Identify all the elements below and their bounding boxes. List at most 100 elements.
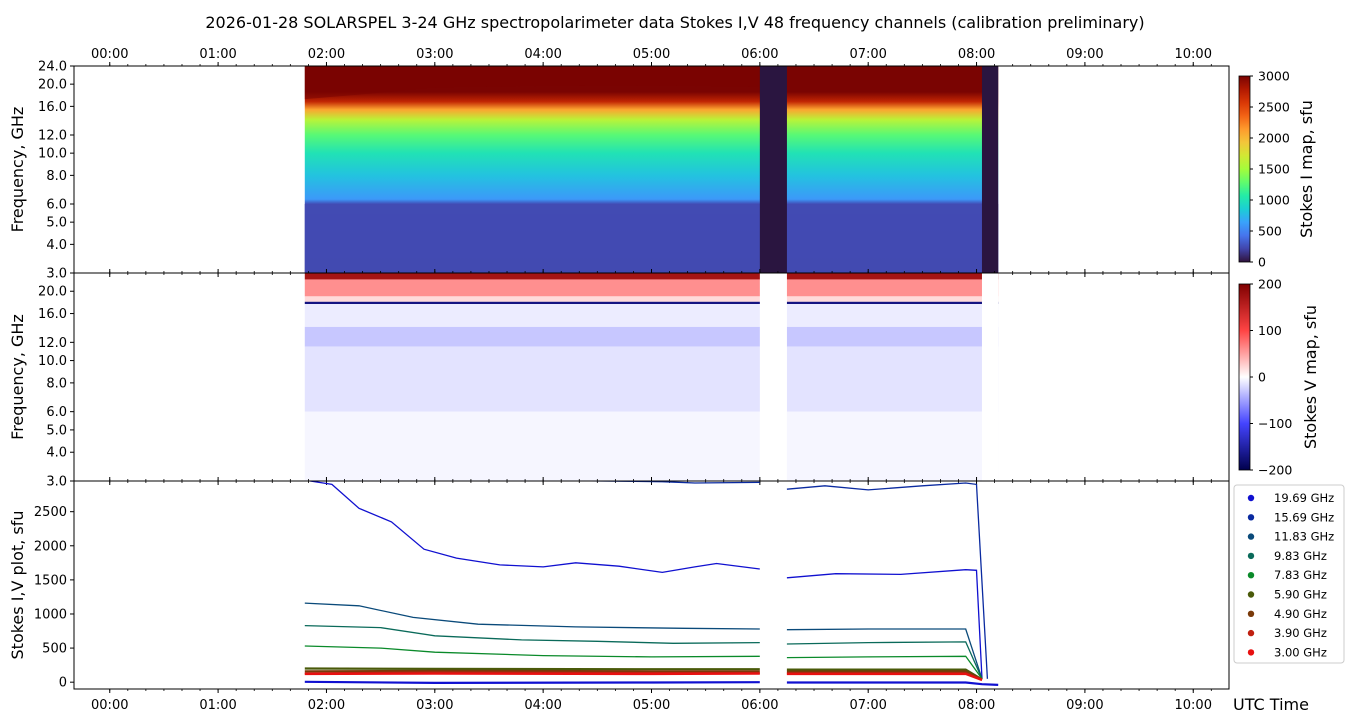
colorbar-tick-label: 0: [1258, 370, 1266, 385]
colorbar-tick-label: 1000: [1258, 193, 1290, 208]
legend-marker: [1247, 494, 1255, 502]
legend-entry: 3.90 GHz: [1274, 626, 1327, 640]
y-tick-label: 3.0: [46, 267, 67, 282]
y-tick-label: 2500: [34, 505, 67, 520]
x-tick-label: 00:00: [91, 698, 128, 713]
y-tick-label: 16.0: [38, 307, 67, 322]
legend-box: [1233, 484, 1345, 664]
y-axis-label: Stokes I,V plot, sfu: [8, 511, 27, 660]
y-tick-label: 20.0: [38, 285, 67, 300]
series-line: [547, 481, 989, 679]
stokes-i-low-band: [304, 204, 999, 273]
colorbar-tick-label: 2500: [1258, 100, 1290, 115]
legend-marker: [1247, 591, 1255, 598]
stokes-i-saturated-region: [304, 66, 760, 100]
data-gap: [981, 273, 999, 481]
colorbar-tick-label: 2000: [1258, 131, 1290, 146]
stokes-v-band: [304, 296, 999, 302]
x-tick-label: 02:00: [308, 698, 345, 713]
stokes-v-band: [304, 411, 999, 481]
legend-entry: 19.69 GHz: [1274, 491, 1334, 505]
legend-marker: [1247, 514, 1255, 521]
y-tick-label: 5.0: [46, 423, 67, 438]
x-tick-label-top: 04:00: [524, 47, 561, 62]
colorbar-label: Stokes V map, sfu: [1301, 305, 1320, 449]
colorbar-tick-label: 1500: [1258, 162, 1290, 177]
y-tick-label: 24.0: [38, 60, 67, 75]
colorbar-label: Stokes I map, sfu: [1297, 100, 1316, 238]
x-tick-label-top: 09:00: [1066, 47, 1103, 62]
legend-entry: 9.83 GHz: [1274, 549, 1327, 563]
y-tick-label: 3.0: [46, 475, 67, 490]
series-line: [304, 624, 983, 680]
colorbar-stokes-v: [1238, 283, 1251, 471]
colorbar-tick-label: 500: [1258, 224, 1282, 239]
stokes-v-band: [304, 279, 999, 297]
x-tick-label: 06:00: [741, 698, 778, 713]
y-tick-label: 5.0: [46, 216, 67, 231]
y-tick-label: 6.0: [46, 405, 67, 420]
data-gap: [759, 66, 787, 273]
series-line: [304, 645, 983, 680]
y-tick-label: 10.0: [38, 354, 67, 369]
legend-marker: [1247, 649, 1255, 656]
colorbar-tick-label: 100: [1258, 323, 1282, 338]
y-tick-label: 6.0: [46, 198, 67, 213]
legend-entry: 15.69 GHz: [1274, 510, 1334, 524]
legend-marker: [1247, 572, 1255, 579]
x-tick-label: 01:00: [199, 698, 236, 713]
y-tick-label: 1000: [34, 607, 67, 622]
legend-marker: [1247, 629, 1255, 637]
colorbar-tick-label: −100: [1258, 416, 1292, 431]
colorbar-tick-label: 3000: [1258, 69, 1290, 84]
x-tick-label: 03:00: [416, 698, 453, 713]
panel-frame: [73, 480, 1230, 690]
x-tick-label: 08:00: [958, 698, 995, 713]
x-tick-label-top: 02:00: [308, 47, 345, 62]
legend-entry: 5.90 GHz: [1274, 588, 1327, 602]
series-line: [304, 672, 983, 682]
stokes-v-band: [304, 346, 999, 412]
x-axis-label: UTC Time: [1233, 695, 1309, 714]
x-tick-label-top: 10:00: [1175, 47, 1212, 62]
x-tick-label: 04:00: [524, 698, 561, 713]
series-line: [310, 481, 983, 679]
stokes-v-band: [304, 326, 999, 347]
y-axis-label: Frequency, GHz: [8, 314, 27, 440]
y-tick-label: 16.0: [38, 100, 67, 115]
y-axis-label: Frequency, GHz: [8, 107, 27, 233]
y-tick-label: 20.0: [38, 78, 67, 93]
legend-marker: [1247, 533, 1255, 540]
y-tick-label: 2000: [34, 539, 67, 554]
x-tick-label: 10:00: [1175, 698, 1212, 713]
colorbar-stokes-i: [1238, 75, 1251, 263]
series-line: [304, 602, 983, 680]
x-tick-label-top: 06:00: [741, 47, 778, 62]
y-tick-label: 8.0: [46, 169, 67, 184]
x-tick-label-top: 01:00: [199, 47, 236, 62]
y-tick-label: 12.0: [38, 336, 67, 351]
light-curves: [304, 481, 999, 686]
colorbar-tick-label: 200: [1258, 277, 1282, 292]
colorbar-tick-label: 0: [1258, 255, 1266, 270]
stokes-v-band: [304, 273, 999, 280]
series-line: [304, 680, 999, 686]
colorbar-tick-label: −200: [1258, 463, 1292, 478]
y-tick-label: 0: [59, 676, 67, 691]
legend-marker: [1247, 610, 1255, 617]
x-tick-label: 09:00: [1066, 698, 1103, 713]
y-tick-label: 4.0: [46, 446, 67, 461]
y-tick-label: 500: [42, 642, 67, 657]
y-tick-label: 8.0: [46, 376, 67, 391]
legend-entry: 3.00 GHz: [1274, 645, 1327, 659]
legend-entry: 11.83 GHz: [1274, 530, 1334, 544]
y-tick-label: 4.0: [46, 238, 67, 253]
stokes-v-band: [304, 301, 999, 305]
y-tick-label: 10.0: [38, 147, 67, 162]
data-gap: [759, 273, 787, 481]
chart-title: 2026-01-28 SOLARSPEL 3-24 GHz spectropol…: [205, 13, 1144, 32]
x-tick-label: 05:00: [633, 698, 670, 713]
x-tick-label-top: 03:00: [416, 47, 453, 62]
x-tick-label-top: 07:00: [849, 47, 886, 62]
